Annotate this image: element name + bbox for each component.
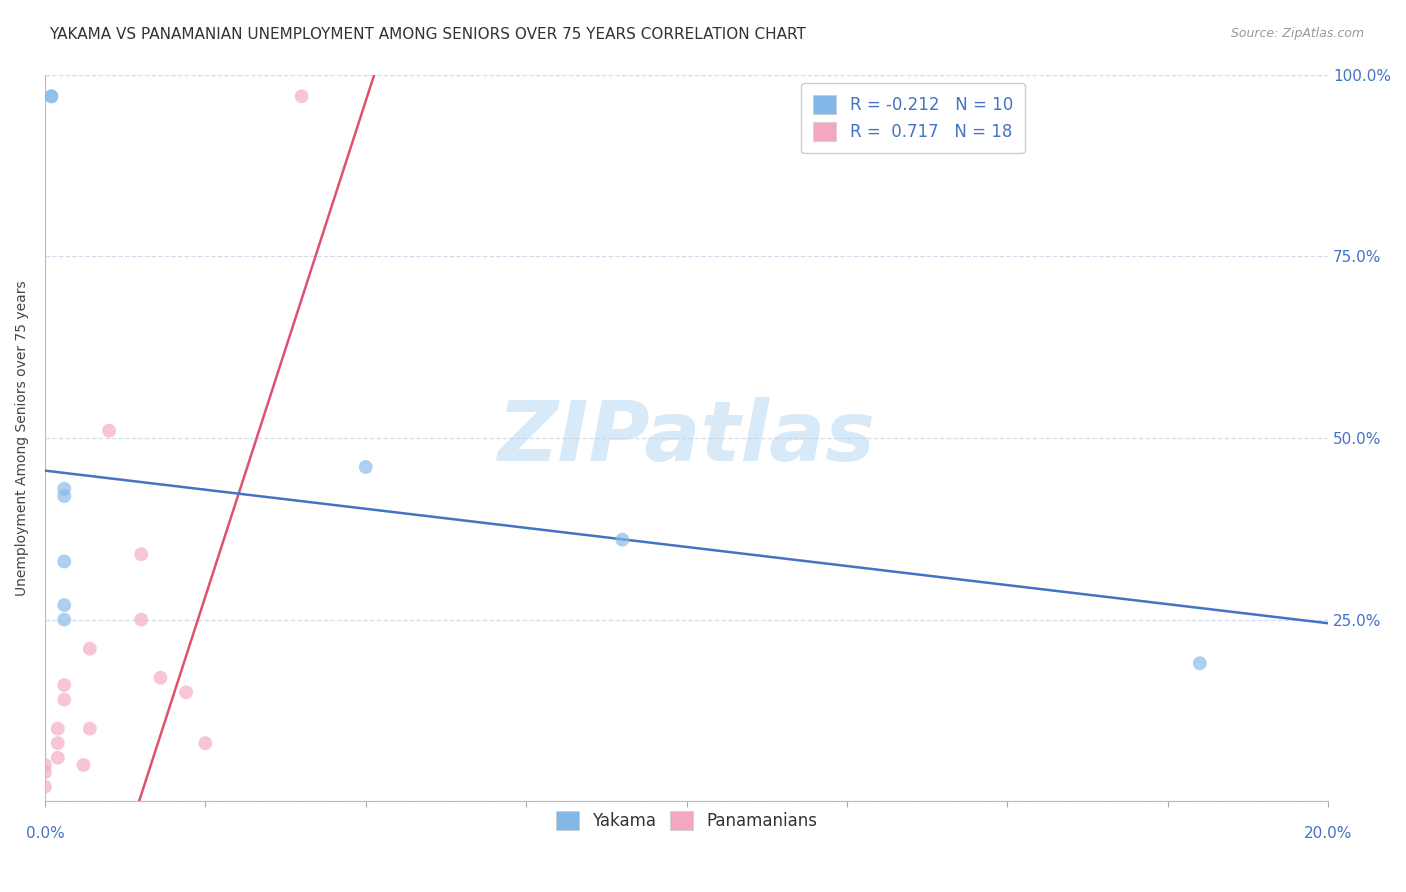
Point [41,89,63,103]
Point [1188,657,1211,671]
Point [34,780,56,794]
Text: YAKAMA VS PANAMANIAN UNEMPLOYMENT AMONG SENIORS OVER 75 YEARS CORRELATION CHART: YAKAMA VS PANAMANIAN UNEMPLOYMENT AMONG … [49,27,806,42]
Legend: Yakama, Panamanians: Yakama, Panamanians [550,804,824,837]
Point [53,692,76,706]
Text: 20.0%: 20.0% [1303,826,1353,841]
Point [53,482,76,496]
Y-axis label: Unemployment Among Seniors over 75 years: Unemployment Among Seniors over 75 years [15,280,30,596]
Point [79,722,101,736]
Text: ZIPatlas: ZIPatlas [498,398,876,478]
Text: Source: ZipAtlas.com: Source: ZipAtlas.com [1230,27,1364,40]
Point [46,722,69,736]
Point [53,598,76,612]
Point [41,89,63,103]
Point [612,533,634,547]
Point [34,765,56,780]
Point [46,736,69,750]
Point [149,671,172,685]
Point [194,736,217,750]
Point [129,547,152,561]
Point [53,678,76,692]
Point [53,554,76,568]
Point [129,613,152,627]
Point [72,758,94,772]
Point [53,489,76,503]
Point [98,424,121,438]
Point [354,460,377,475]
Point [53,613,76,627]
Point [46,750,69,764]
Point [79,641,101,656]
Text: 0.0%: 0.0% [25,826,65,841]
Point [174,685,197,699]
Point [291,89,314,103]
Point [34,758,56,772]
